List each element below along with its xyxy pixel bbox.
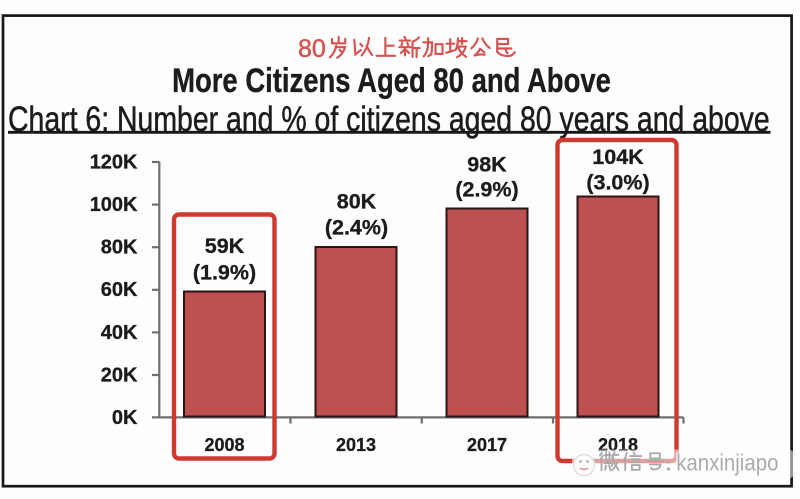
svg-text:120K: 120K [90,151,138,173]
svg-text:More Citizens Aged 80 and Abov: More Citizens Aged 80 and Above [172,61,611,100]
svg-text:(2.9%): (2.9%) [455,178,518,202]
svg-text:80K: 80K [337,190,377,214]
svg-text:40K: 40K [101,322,138,344]
svg-text:(1.9%): (1.9%) [193,261,256,285]
svg-text:80: 80 [298,35,326,63]
svg-text:2008: 2008 [204,435,244,455]
svg-text:2017: 2017 [467,435,507,455]
svg-text:104K: 104K [592,145,644,169]
svg-text:(2.4%): (2.4%) [325,216,388,240]
svg-text:100K: 100K [90,194,138,216]
svg-text:kanxinjiapo: kanxinjiapo [676,449,778,476]
svg-text:20K: 20K [101,364,138,386]
svg-text:0K: 0K [112,407,138,429]
svg-text:kanxinjiapo: kanxinjiapo [675,448,777,475]
svg-text:59K: 59K [205,234,245,258]
svg-text:60K: 60K [101,279,138,301]
svg-text:80K: 80K [101,237,138,259]
svg-text:(3.0%): (3.0%) [586,171,649,195]
svg-text:2013: 2013 [336,435,376,455]
svg-text:98K: 98K [467,153,507,177]
